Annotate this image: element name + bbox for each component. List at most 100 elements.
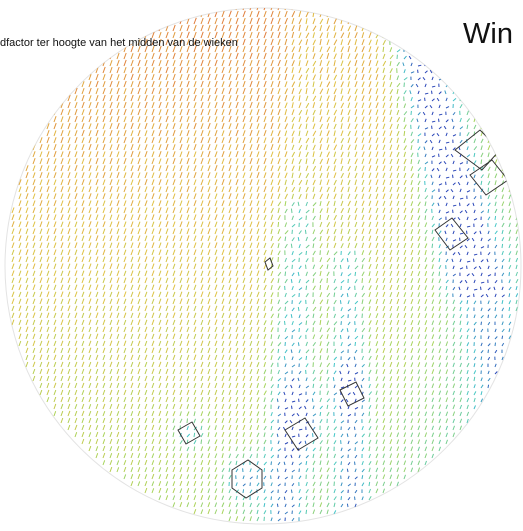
- wind-vector: [214, 396, 218, 403]
- wind-vector: [137, 116, 141, 123]
- wind-vector: [200, 88, 204, 95]
- wind-vector: [305, 67, 310, 74]
- wind-vector: [116, 424, 120, 431]
- wind-vector: [347, 251, 351, 256]
- wind-vector: [424, 348, 428, 354]
- wind-vector: [284, 53, 288, 60]
- wind-vector: [67, 137, 71, 144]
- wind-vector: [158, 474, 162, 480]
- wind-vector: [368, 130, 372, 137]
- wind-vector: [88, 256, 92, 263]
- building-outlines: [177, 129, 509, 499]
- wind-vector: [18, 340, 22, 347]
- wind-vector: [473, 376, 476, 382]
- wind-vector: [417, 362, 421, 368]
- wind-vector: [445, 189, 449, 193]
- wind-vector: [186, 418, 188, 424]
- wind-vector: [207, 242, 211, 249]
- wind-vector: [200, 95, 204, 102]
- wind-vector: [172, 460, 176, 466]
- wind-vector: [235, 319, 239, 326]
- wind-vector: [304, 405, 307, 410]
- wind-vector: [144, 221, 148, 228]
- wind-vector: [298, 18, 302, 25]
- wind-vector: [158, 31, 162, 39]
- wind-vector: [137, 45, 141, 53]
- wind-vector: [102, 319, 106, 326]
- wind-vector: [235, 81, 239, 88]
- wind-vector: [319, 397, 322, 403]
- wind-vector: [375, 313, 379, 319]
- wind-vector: [32, 228, 36, 235]
- wind-vector: [207, 502, 211, 508]
- wind-vector: [67, 312, 71, 319]
- wind-vector: [130, 452, 134, 459]
- wind-vector: [431, 215, 434, 221]
- wind-vector: [422, 111, 426, 116]
- wind-vector: [123, 410, 127, 417]
- wind-vector: [487, 251, 491, 256]
- wind-vector: [116, 242, 120, 249]
- wind-vector: [53, 200, 57, 207]
- wind-vector: [165, 151, 169, 158]
- wind-vector: [74, 115, 78, 123]
- wind-vector: [109, 446, 113, 452]
- wind-vector: [102, 333, 106, 340]
- wind-vector: [270, 306, 274, 312]
- wind-vector: [417, 222, 420, 228]
- wind-vector: [347, 95, 352, 102]
- wind-vector: [123, 221, 127, 228]
- wind-vector: [221, 389, 225, 396]
- wind-vector: [144, 312, 148, 319]
- wind-vector: [102, 460, 106, 466]
- wind-vector: [431, 348, 435, 354]
- wind-vector: [312, 67, 316, 74]
- wind-vector: [242, 439, 246, 445]
- wind-vector: [256, 340, 260, 347]
- wind-vector: [403, 151, 406, 158]
- wind-vector: [494, 230, 498, 235]
- wind-vector: [417, 77, 421, 81]
- wind-vector: [123, 165, 127, 172]
- wind-vector: [312, 299, 316, 305]
- wind-vector: [459, 355, 462, 361]
- wind-vector: [403, 179, 407, 186]
- wind-vector: [151, 453, 155, 459]
- wind-vector: [53, 150, 57, 158]
- wind-vector: [214, 87, 218, 95]
- wind-vector: [179, 137, 183, 144]
- wind-vector: [403, 362, 407, 368]
- wind-vector: [368, 74, 372, 81]
- wind-vector: [242, 361, 246, 368]
- wind-vector: [501, 294, 505, 298]
- wind-vector: [235, 502, 239, 508]
- wind-vector: [297, 342, 300, 347]
- wind-vector: [116, 284, 120, 291]
- wind-vector: [396, 439, 400, 445]
- wind-vector: [144, 193, 148, 200]
- wind-vector: [214, 200, 218, 207]
- wind-vector: [102, 368, 106, 375]
- wind-vector: [312, 377, 317, 382]
- wind-vector: [298, 230, 302, 235]
- wind-vector: [284, 45, 288, 53]
- wind-vector: [382, 327, 386, 333]
- wind-vector: [438, 285, 442, 291]
- wind-vector: [282, 426, 286, 431]
- wind-vector: [333, 81, 337, 88]
- wind-vector: [249, 101, 253, 109]
- wind-vector: [263, 361, 266, 368]
- wind-vector: [270, 397, 274, 403]
- wind-vector: [39, 158, 43, 165]
- wind-vector: [396, 221, 400, 228]
- wind-vector: [396, 158, 400, 165]
- wind-vector: [242, 483, 246, 487]
- wind-vector: [361, 88, 365, 95]
- wind-vector: [319, 151, 323, 158]
- wind-vector: [186, 60, 190, 67]
- wind-vector: [494, 244, 498, 249]
- wind-vector: [403, 55, 407, 60]
- wind-vector: [235, 410, 239, 417]
- wind-vector: [319, 306, 322, 312]
- wind-vector: [53, 186, 57, 193]
